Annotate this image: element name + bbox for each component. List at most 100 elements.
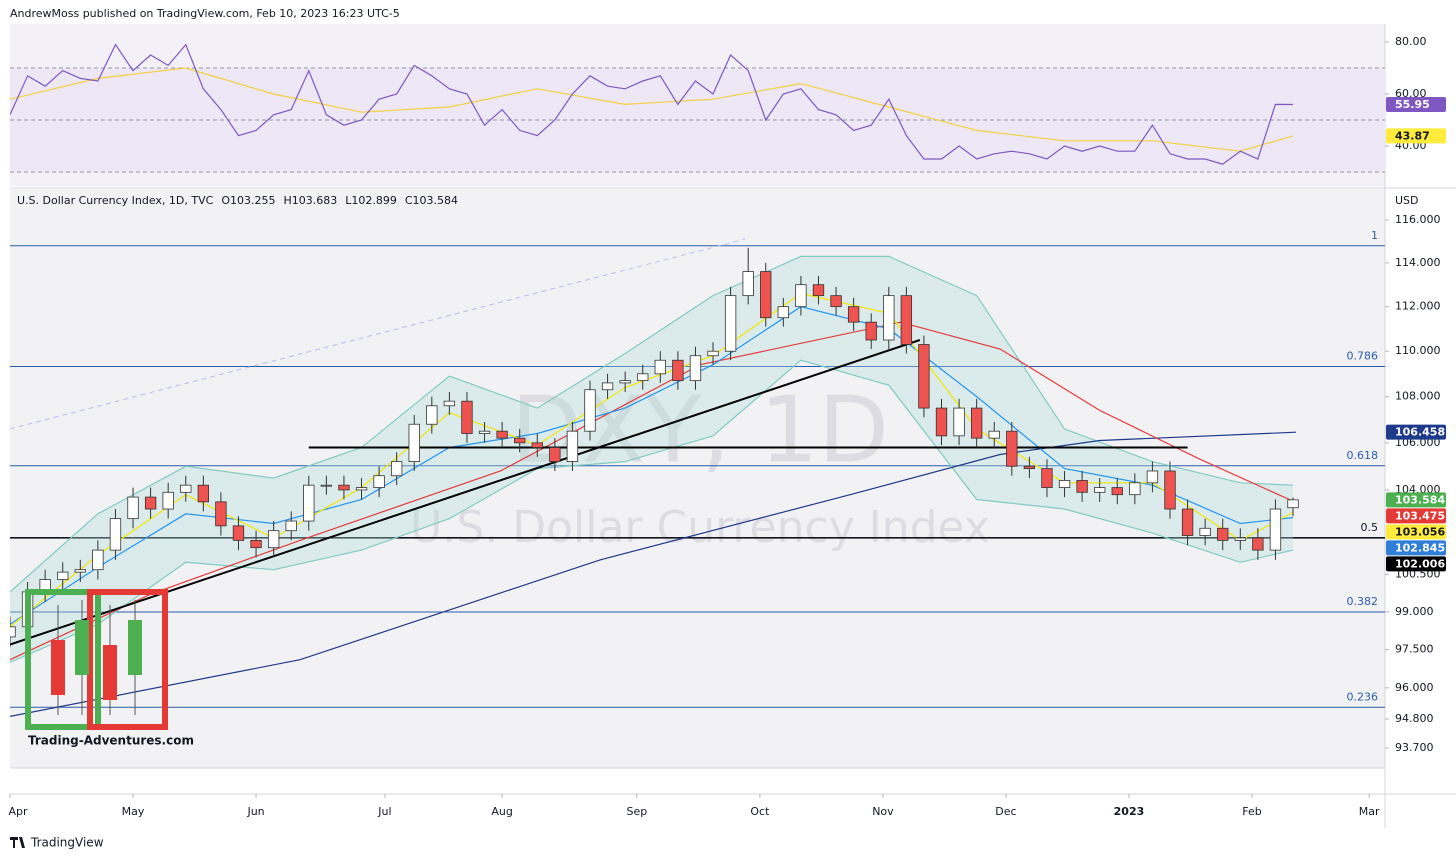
candle-body bbox=[900, 295, 913, 345]
y-tick-label: 99.000 bbox=[1395, 605, 1434, 618]
candle-body bbox=[1181, 508, 1194, 536]
candle-body bbox=[584, 389, 596, 432]
price-tag-box bbox=[1386, 508, 1446, 524]
logo bbox=[25, 589, 168, 730]
rsi-ma-line bbox=[10, 67, 1294, 152]
candle-body bbox=[1269, 508, 1282, 551]
x-tick-label: Aug bbox=[491, 805, 512, 818]
y-tick-label: 97.500 bbox=[1395, 643, 1434, 656]
price-tag: 55.95 bbox=[1386, 97, 1446, 113]
price-tag: 106.458 bbox=[1386, 424, 1446, 440]
candle-body bbox=[1094, 487, 1106, 493]
candle-body bbox=[74, 569, 86, 573]
candle bbox=[1129, 473, 1141, 505]
candle bbox=[1199, 518, 1211, 546]
footer-text: TradingView bbox=[30, 836, 104, 850]
y-tick-label: 80.00 bbox=[1395, 35, 1427, 48]
price-tag: 103.056 bbox=[1386, 524, 1446, 540]
candle bbox=[1058, 470, 1071, 498]
price-tag-label: 43.87 bbox=[1395, 129, 1430, 142]
price-tag-box bbox=[1386, 128, 1446, 144]
candle-body bbox=[162, 491, 174, 510]
candle bbox=[92, 540, 104, 580]
candle-body bbox=[601, 382, 614, 391]
candle bbox=[531, 433, 543, 457]
candle bbox=[654, 351, 666, 383]
candle-body bbox=[127, 496, 139, 520]
candle-body bbox=[10, 626, 16, 638]
candle bbox=[584, 380, 596, 441]
candle bbox=[918, 335, 930, 418]
candle-body bbox=[320, 484, 333, 487]
fib-label: 0.5 bbox=[1361, 521, 1379, 534]
price-tag: 43.87 bbox=[1386, 128, 1446, 144]
candle-body bbox=[1252, 537, 1264, 551]
candle bbox=[197, 475, 210, 512]
bollinger-fill bbox=[10, 256, 1293, 663]
candle bbox=[426, 396, 438, 434]
candle-body bbox=[267, 530, 280, 549]
price-tag-label: 102.845 bbox=[1395, 541, 1445, 554]
logo-candle bbox=[128, 620, 142, 675]
candle bbox=[1023, 456, 1036, 479]
candle-body bbox=[57, 571, 69, 580]
candle bbox=[144, 487, 157, 519]
candle-body bbox=[1234, 537, 1246, 541]
x-tick-label: Sep bbox=[626, 805, 647, 818]
logo-candle bbox=[75, 620, 89, 675]
candle-body bbox=[724, 295, 737, 352]
candle-body bbox=[373, 475, 385, 488]
candle bbox=[232, 516, 245, 551]
candle bbox=[514, 428, 526, 453]
candle bbox=[390, 452, 403, 486]
candle-body bbox=[180, 484, 192, 493]
candle bbox=[1287, 497, 1299, 517]
rsi-line bbox=[10, 43, 1294, 165]
legend-ohlc: C103.584 bbox=[405, 194, 458, 207]
fib-label: 1 bbox=[1371, 229, 1378, 242]
candle-body bbox=[1023, 465, 1036, 470]
candle bbox=[847, 297, 860, 332]
price-tag-box bbox=[1386, 492, 1446, 508]
candle bbox=[180, 475, 192, 502]
candle bbox=[338, 475, 350, 500]
candle bbox=[109, 509, 122, 560]
candle-body bbox=[637, 373, 649, 382]
x-tick-label: Apr bbox=[8, 805, 28, 818]
moving-average bbox=[10, 306, 1294, 625]
candle bbox=[1146, 461, 1159, 493]
candle bbox=[883, 286, 895, 349]
x-tick-label: 2023 bbox=[1114, 805, 1145, 818]
price-tag: 103.475 bbox=[1386, 508, 1446, 524]
tv-icon bbox=[10, 837, 25, 848]
candle bbox=[57, 562, 69, 590]
candle-body bbox=[197, 484, 210, 503]
candle bbox=[777, 297, 790, 327]
candle-body bbox=[250, 539, 262, 549]
watermark-subtitle: U.S. Dollar Currency Index bbox=[410, 502, 990, 553]
trend-line bbox=[10, 238, 746, 430]
candle-body bbox=[514, 437, 526, 444]
candle-body bbox=[531, 442, 543, 448]
price-tag-label: 106.458 bbox=[1395, 426, 1445, 439]
logo-candle bbox=[51, 640, 65, 695]
candle bbox=[724, 286, 737, 361]
candle-body bbox=[935, 407, 948, 437]
logo-frame bbox=[87, 589, 168, 730]
candle-body bbox=[777, 306, 790, 319]
candle bbox=[461, 392, 473, 443]
candle bbox=[601, 373, 614, 399]
logo-frame bbox=[25, 589, 101, 730]
candle bbox=[566, 421, 579, 471]
candle-body bbox=[742, 271, 754, 297]
price-tag-box bbox=[1386, 424, 1446, 440]
candle-body bbox=[1006, 430, 1018, 467]
candle bbox=[549, 438, 561, 471]
candle-body bbox=[689, 355, 702, 382]
candle-body bbox=[355, 487, 368, 491]
candle bbox=[988, 421, 1000, 448]
candle-body bbox=[619, 380, 631, 384]
candle bbox=[1041, 459, 1053, 498]
